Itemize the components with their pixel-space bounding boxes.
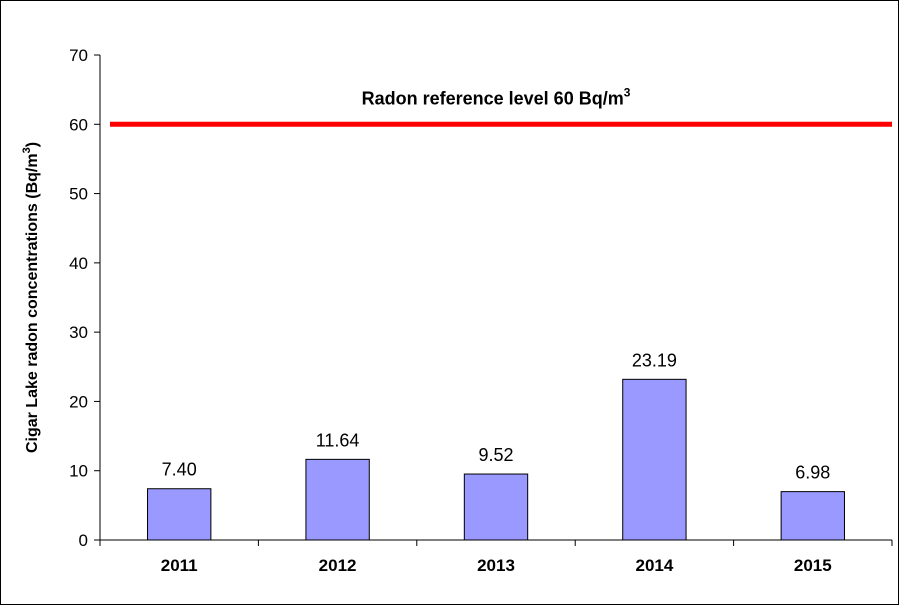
bar [780, 491, 845, 541]
y-axis-title: Cigar Lake radon concentrations (Bq/m3) [21, 142, 41, 453]
y-tick-label: 20 [69, 392, 88, 411]
y-tick-label: 60 [69, 115, 88, 134]
x-category-label: 2011 [161, 556, 198, 575]
y-tick-label: 0 [79, 531, 88, 550]
bar [305, 458, 370, 541]
x-category-label: 2013 [477, 556, 515, 575]
bar-value-label: 23.19 [632, 350, 677, 370]
bar-value-label: 11.64 [316, 430, 360, 450]
y-axis-title-close: ) [24, 142, 41, 147]
bars [147, 378, 845, 541]
bar-value-label: 9.52 [478, 445, 513, 465]
reference-line-label: Radon reference level 60 Bq/m3 [362, 85, 631, 108]
y-tick-label: 10 [69, 462, 88, 481]
bar-value-label: 6.98 [795, 463, 830, 483]
y-axis-title-main: Cigar Lake radon concentrations (Bq/m [24, 153, 41, 453]
bar [147, 488, 212, 541]
x-category-label: 2015 [794, 556, 832, 575]
y-tick-label: 40 [69, 254, 88, 273]
y-axis-title-sup: 3 [21, 147, 33, 153]
reference-label-main: Radon reference level 60 Bq/m [362, 88, 624, 108]
bar-value-label: 7.40 [162, 460, 197, 480]
reference-label-sup: 3 [624, 85, 631, 99]
x-category-label: 2012 [319, 556, 357, 575]
data-labels: 7.40 11.64 9.52 23.19 6.98 [162, 350, 831, 482]
x-category-label: 2014 [635, 556, 673, 575]
x-axis-ticks: 2011 2012 2013 2014 2015 [99, 540, 893, 575]
y-tick-label: 50 [69, 185, 88, 204]
y-tick-label: 70 [69, 46, 88, 65]
y-tick-label: 30 [69, 323, 88, 342]
bar [622, 378, 687, 541]
y-axis-ticks: 0 10 20 30 40 50 60 70 [69, 46, 100, 550]
bar [463, 473, 529, 541]
